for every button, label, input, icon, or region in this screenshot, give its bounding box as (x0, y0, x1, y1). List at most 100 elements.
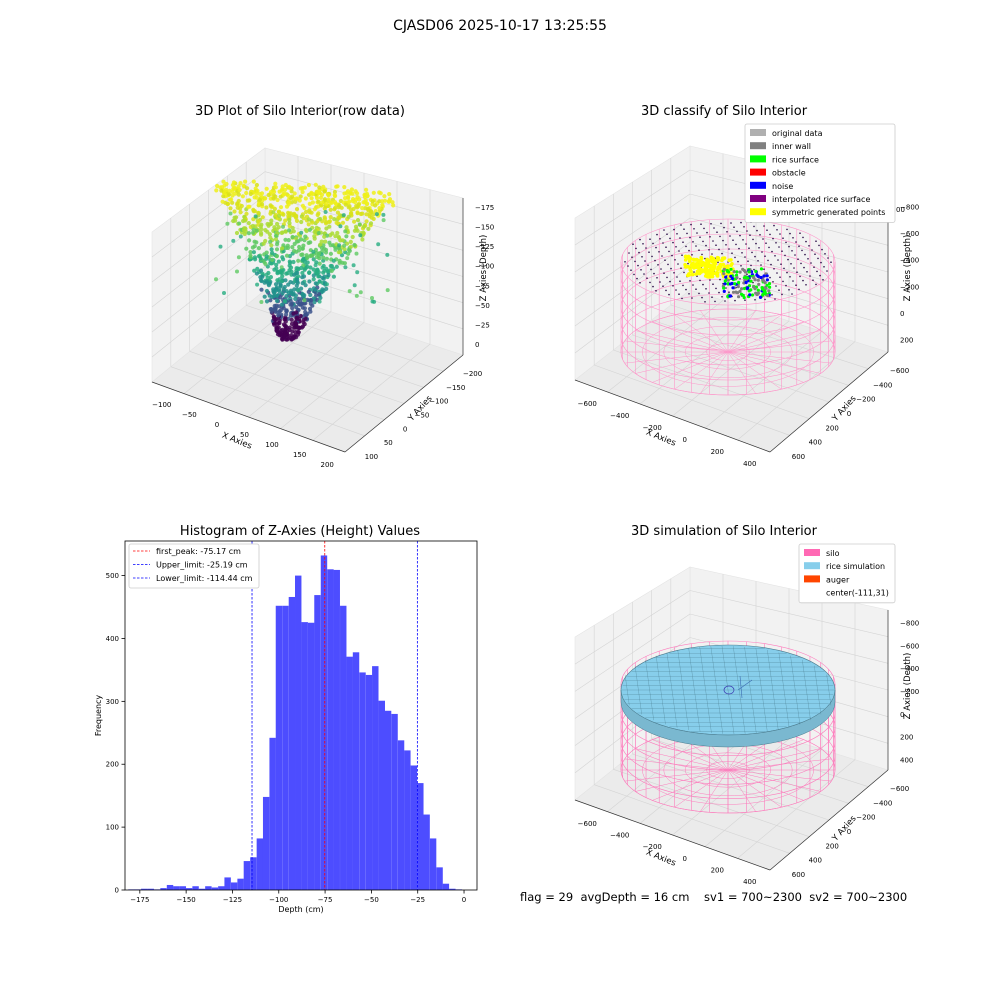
data-point (238, 210, 243, 215)
data-point (274, 227, 279, 232)
data-point (298, 194, 303, 199)
data-point (331, 258, 336, 263)
data-point (252, 255, 257, 260)
data-point (289, 189, 294, 194)
data-point (309, 253, 314, 258)
data-point (250, 223, 255, 229)
silo-floor-spoke (674, 351, 729, 390)
z-tick-label: −150 (475, 223, 494, 231)
surface-dot (788, 245, 790, 248)
x-axis-line (574, 379, 771, 453)
surface-dot (690, 223, 692, 226)
data-point (232, 215, 237, 220)
data-point (326, 193, 331, 198)
grid-line (574, 590, 691, 665)
data-point (251, 217, 256, 222)
histogram-bar (372, 666, 379, 890)
silo-floor-spoke (635, 351, 729, 374)
y-tick-label: −600 (890, 367, 909, 375)
data-point (360, 206, 365, 211)
surface-dot (685, 245, 687, 248)
x-tick-label: 0 (683, 436, 687, 444)
surface-dot (747, 260, 749, 263)
surface-dot (693, 228, 695, 230)
surface-dot (803, 266, 805, 269)
surface-dot (699, 236, 701, 238)
surface-dot (704, 257, 706, 260)
data-point (374, 212, 379, 217)
data-point (215, 183, 220, 189)
silo-floor-spoke (652, 739, 729, 771)
data-point (342, 247, 347, 252)
symmetric-point (704, 272, 709, 276)
surface-dot (717, 261, 719, 264)
surface-dot (692, 284, 694, 286)
z-tick-label: 00 (896, 206, 905, 214)
data-point (282, 187, 288, 192)
data-point (345, 189, 351, 194)
surface-dot (770, 263, 772, 266)
data-point (303, 196, 308, 201)
surface-dot (742, 239, 744, 241)
data-point (262, 280, 267, 285)
surface-dot (760, 264, 762, 266)
surface-dot (732, 239, 734, 241)
data-point (361, 224, 366, 229)
symmetric-point (729, 263, 733, 268)
classified-point (754, 291, 758, 295)
histogram-bar (449, 888, 456, 890)
data-point (276, 313, 281, 318)
surface-dot (709, 236, 711, 238)
x-tick-label: 0 (683, 855, 687, 863)
data-point (314, 255, 319, 259)
surface-dot (695, 245, 697, 247)
surface-dot (752, 238, 754, 241)
grid-line (594, 784, 790, 854)
data-point (332, 207, 337, 212)
data-point (347, 289, 352, 294)
y-tick-label: 500 (106, 572, 119, 580)
surface-dot (812, 279, 814, 282)
surface-dot (630, 269, 632, 272)
data-point (214, 277, 218, 282)
silo-floor-spoke (635, 748, 729, 771)
x-tick-label: −600 (578, 400, 597, 408)
data-point (300, 252, 305, 257)
data-point (334, 264, 339, 269)
legend-swatch (750, 129, 766, 136)
data-point (268, 298, 273, 303)
surface-dot (791, 293, 793, 295)
classified-point (731, 286, 735, 290)
data-point (346, 247, 352, 252)
data-point (326, 273, 331, 278)
silo-floor-spoke (727, 351, 756, 394)
classified-point (723, 282, 727, 286)
surface-dot (664, 259, 666, 262)
silo-floor-spoke (674, 314, 729, 353)
data-point (291, 213, 296, 218)
data-point (269, 247, 274, 252)
surface-dot (719, 235, 721, 238)
surface-dot (819, 274, 821, 277)
data-point (232, 186, 237, 191)
y-tick-label: −600 (890, 785, 909, 793)
silo-floor-spoke (624, 758, 729, 771)
data-point (318, 242, 323, 247)
data-point (274, 262, 279, 267)
surface-dot (808, 245, 810, 247)
surface-dot (776, 272, 778, 274)
surface-dot (730, 222, 732, 224)
data-point (323, 210, 328, 214)
data-point (284, 204, 290, 209)
silo-floor-spoke (700, 769, 729, 812)
surface-dot (771, 294, 773, 296)
y-tick-label: 400 (809, 439, 822, 447)
surface-dot (758, 247, 760, 249)
surface-dot (746, 273, 748, 276)
surface-dot (781, 293, 783, 296)
data-point (307, 279, 312, 284)
classified-point (724, 275, 728, 279)
data-point (349, 187, 354, 192)
surface-dot (708, 249, 710, 251)
